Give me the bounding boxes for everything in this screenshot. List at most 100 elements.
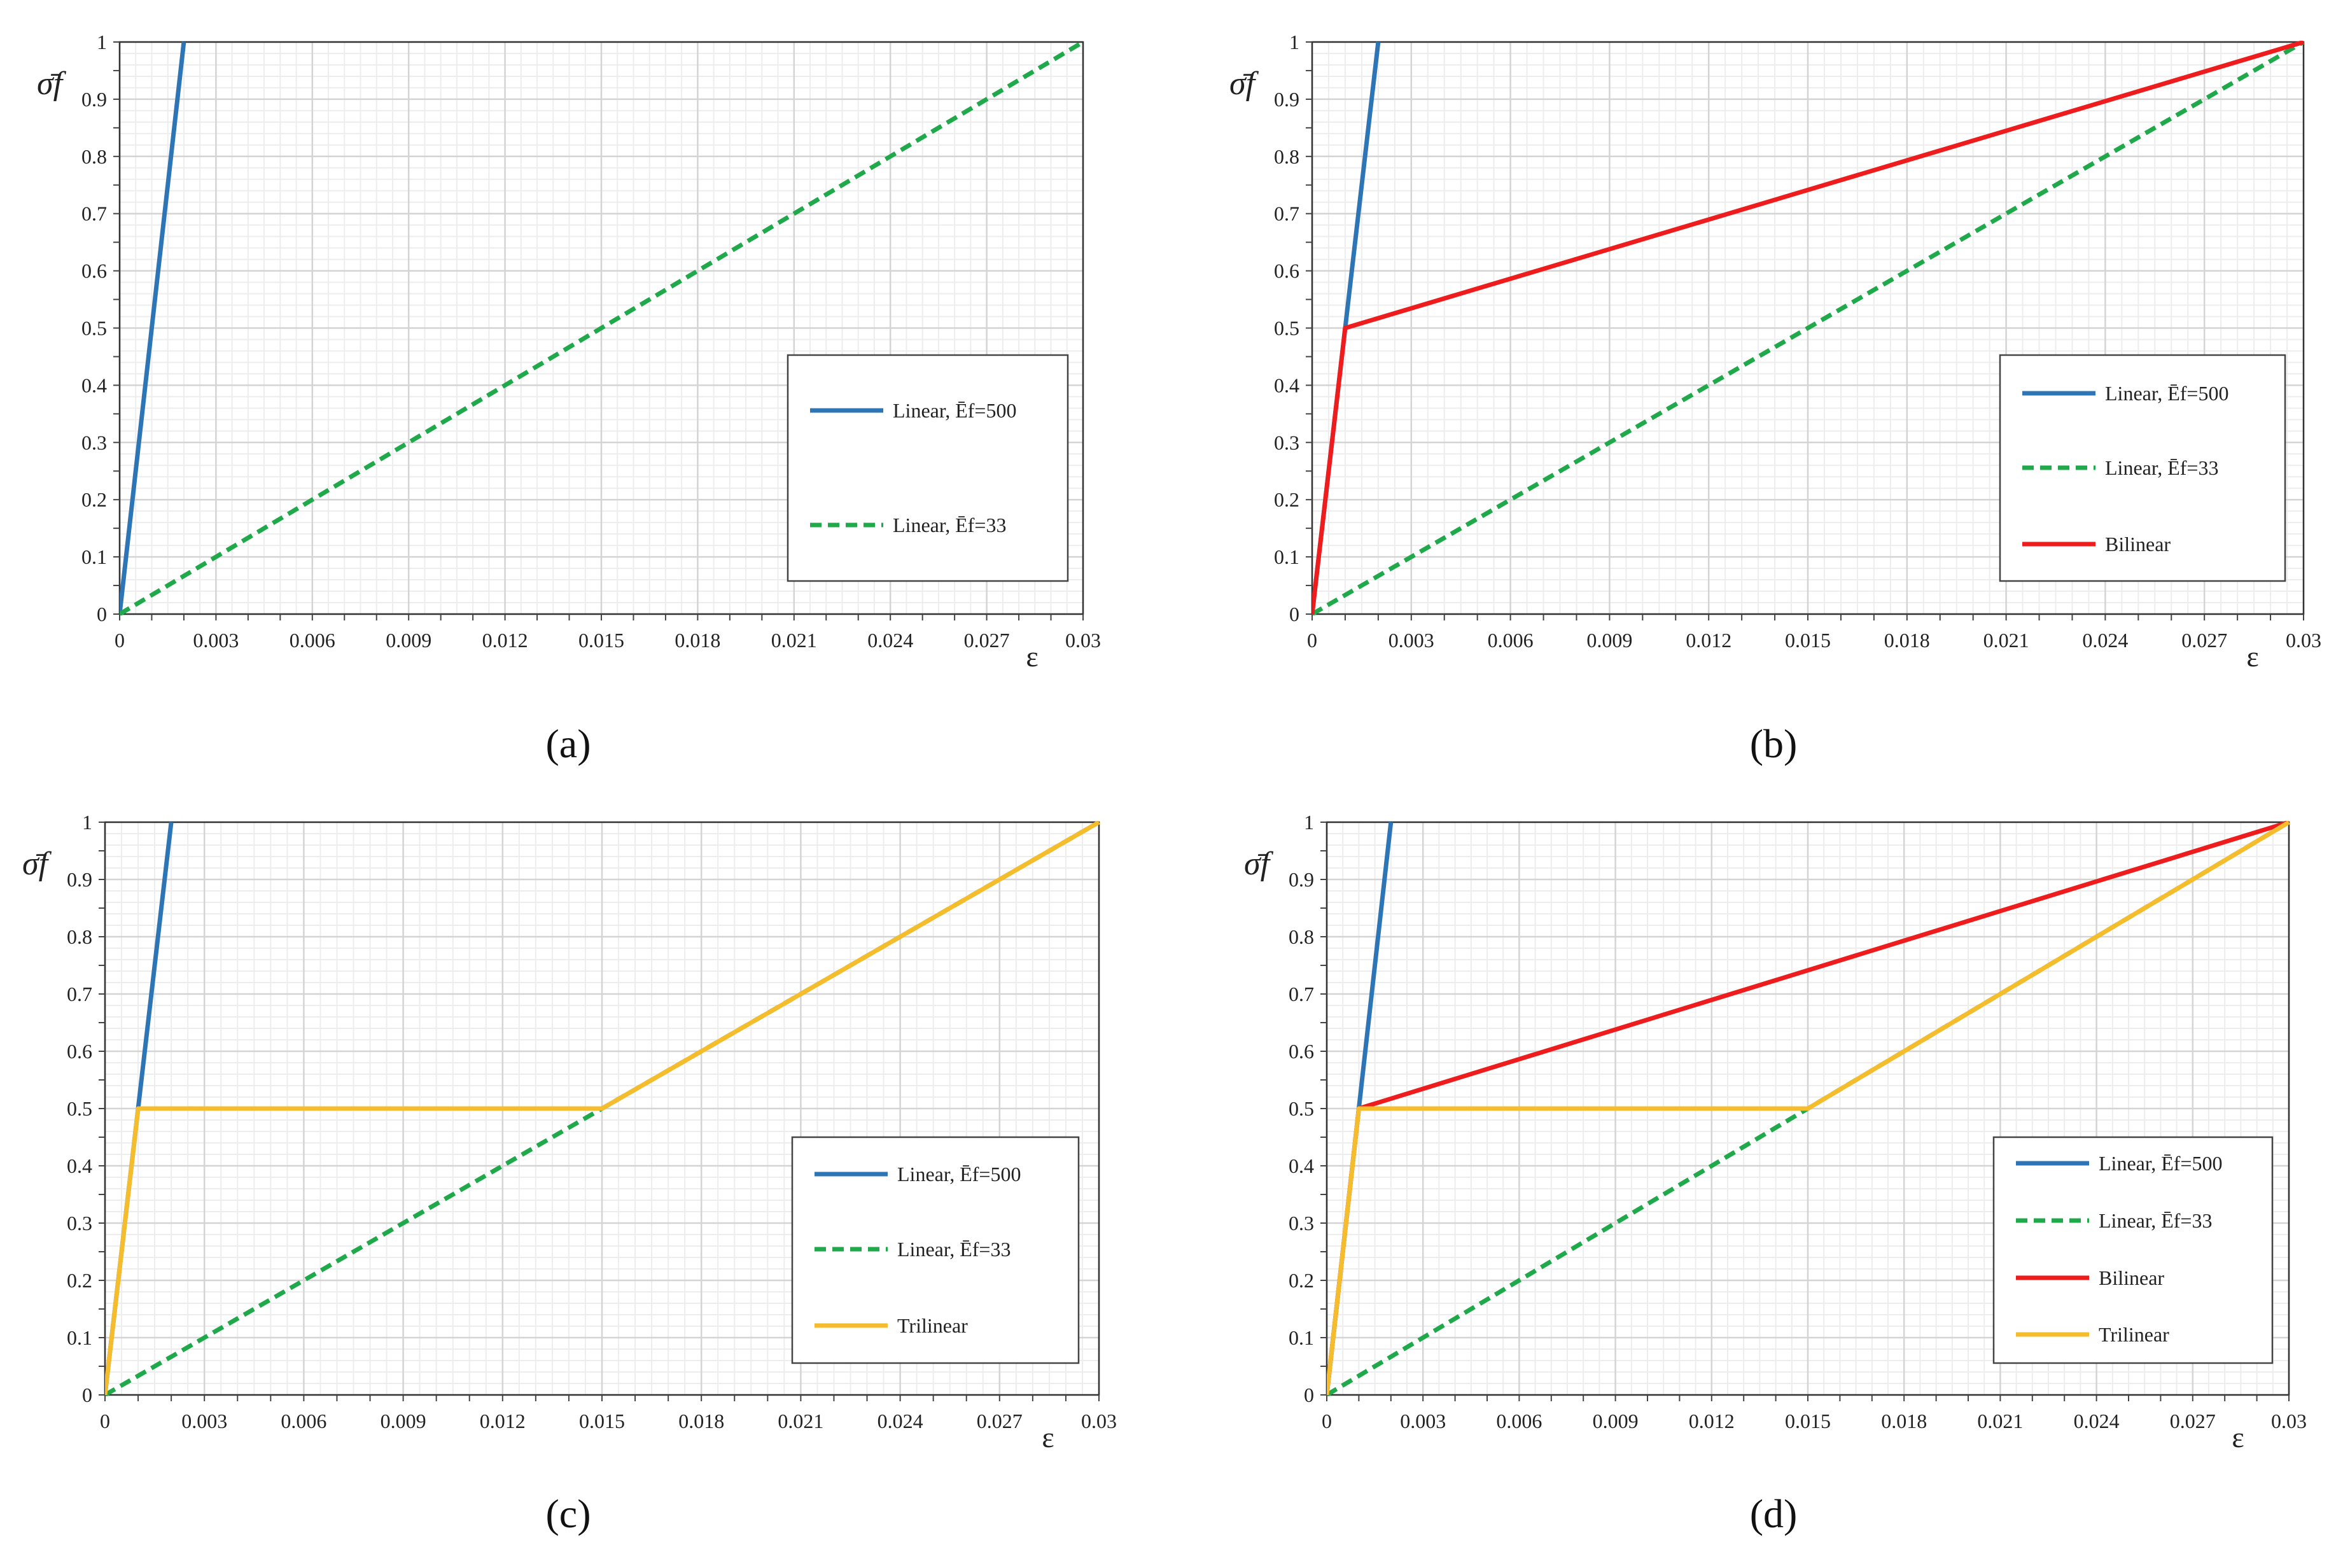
x-tick-label: 0.021 [1977,1410,2023,1432]
x-tick-label: 0.012 [480,1410,526,1432]
y-tick-label: 0.4 [1274,374,1299,396]
x-tick-label: 0 [1307,629,1317,652]
x-tick-label: 0.018 [1881,1410,1927,1432]
legend-box [1992,1136,2274,1364]
y-tick-label: 0.6 [1289,1040,1314,1063]
y-tick-label: 0.3 [67,1212,92,1235]
legend-label: Linear, Ēf=33 [897,1238,1011,1261]
y-tick-label: 0.6 [67,1040,92,1063]
x-tick-label: 0 [115,629,125,652]
y-axis-label: σ̄f [22,846,52,882]
y-axis-label: σ̄f [1244,846,1274,882]
x-tick-label: 0.009 [381,1410,426,1432]
legend: Linear, Ēf=500 Linear, Ēf=33 Trilinear [791,1136,1080,1364]
y-tick-label: 0.8 [67,925,92,948]
y-tick-label: 0.3 [1274,431,1299,454]
x-tick-label: 0 [100,1410,110,1432]
chart-panel-c: 0 0.003 0.006 0.009 0.012 0.015 0.018 0.021 0.02… [22,811,1117,1536]
y-tick-label: 0.7 [1289,983,1314,1005]
x-tick-label: 0.027 [977,1410,1023,1432]
y-tick-label: 0.2 [67,1269,92,1292]
x-tick-label: 0.009 [1586,629,1632,652]
x-tick-label: 0.009 [1593,1410,1639,1432]
y-tick-label: 0.5 [67,1097,92,1120]
series-line-bilinear [1312,41,2305,615]
y-tick-label: 0.6 [81,260,107,283]
y-tick-label: 0.1 [81,545,107,568]
y-tick-label: 0.3 [81,431,107,454]
x-tick-label: 0.03 [1081,1410,1117,1432]
y-tick-label: 0.1 [1289,1326,1314,1349]
x-axis-label: ε [1042,1421,1054,1453]
y-tick-label: 0 [82,1383,92,1406]
y-tick-label: 1 [1304,811,1314,834]
x-axis-label: ε [2232,1421,2244,1453]
legend-label: Linear, Ēf=500 [893,399,1016,422]
y-tick-label: 0.5 [1274,317,1299,340]
legend: Linear, Ēf=500 Linear, Ēf=33 Bilinear [1999,354,2286,582]
x-tick-label: 0.021 [771,629,817,652]
y-tick-label: 0 [1304,1383,1314,1406]
legend-label: Linear, Ēf=500 [2105,382,2228,405]
y-tick-label: 0.4 [67,1154,92,1177]
legend-label: Linear, Ēf=500 [897,1163,1021,1186]
y-tick-label: 0.8 [81,145,107,168]
y-tick-label: 0.4 [1289,1154,1314,1177]
x-tick-label: 0.006 [1496,1410,1542,1432]
y-tick-label: 0.7 [1274,202,1299,225]
legend-label: Bilinear [2105,533,2171,556]
x-tick-label: 0.006 [281,1410,326,1432]
series-line-trilinear [1327,821,2290,1396]
y-tick-label: 0.8 [1274,145,1299,168]
y-tick-label: 0.9 [1289,868,1314,891]
legend-label: Linear, Ēf=500 [2099,1152,2222,1175]
x-tick-label: 0.006 [1488,629,1534,652]
y-tick-label: 0.5 [81,317,107,340]
x-tick-label: 0.003 [181,1410,227,1432]
legend: Linear, Ēf=500 Linear, Ēf=33 [787,354,1069,582]
x-tick-label: 0.024 [878,1410,923,1432]
x-tick-label: 0.03 [2286,629,2321,652]
x-tick-label: 0.024 [2074,1410,2120,1432]
legend-label: Linear, Ēf=33 [2099,1209,2212,1232]
series-line-trilinear [105,821,1100,1396]
y-tick-label: 0.2 [1274,488,1299,511]
x-tick-label: 0.003 [193,629,239,652]
legend-box [787,354,1069,582]
series-line-linear-f-33 [120,41,1084,615]
x-tick-label: 0.018 [1884,629,1930,652]
x-tick-label: 0.015 [578,629,624,652]
panel-caption: (d) [1750,1491,1798,1536]
x-tick-label: 0.018 [675,629,720,652]
x-tick-label: 0 [1322,1410,1332,1432]
x-tick-label: 0.012 [1686,629,1731,652]
x-tick-label: 0.021 [1983,629,2029,652]
x-tick-label: 0.021 [778,1410,823,1432]
x-axis-label: ε [2246,640,2258,673]
legend-label: Trilinear [897,1314,968,1337]
y-tick-label: 0.9 [67,868,92,891]
y-tick-label: 1 [82,811,92,834]
y-tick-label: 0.1 [1274,545,1299,568]
y-tick-label: 0.8 [1289,925,1314,948]
x-tick-label: 0.027 [2170,1410,2216,1432]
y-tick-label: 1 [1289,31,1299,53]
legend: Linear, Ēf=500 Linear, Ēf=33 Bilinear Trili… [1992,1136,2274,1364]
y-tick-label: 0.2 [81,488,107,511]
chart-panel-b: 0 0.003 0.006 0.009 0.012 0.015 0.018 0.021 0.02… [1229,31,2321,766]
legend-label: Linear, Ēf=33 [893,514,1006,536]
y-tick-label: 0.5 [1289,1097,1314,1120]
chart-panel-a: 0 0.003 0.006 0.009 0.012 0.015 0.018 0.021 0.02… [37,31,1101,766]
x-axis-label: ε [1026,640,1038,673]
panel-caption: (a) [545,721,591,766]
legend-label: Trilinear [2099,1323,2169,1346]
x-tick-label: 0.006 [290,629,335,652]
x-tick-label: 0.012 [1689,1410,1735,1432]
y-tick-label: 0.9 [81,88,107,111]
y-tick-label: 0.7 [81,202,107,225]
series-line-linear-f-33 [1312,41,2305,615]
x-tick-label: 0.024 [867,629,913,652]
y-tick-label: 1 [97,31,107,53]
y-tick-label: 0 [1289,603,1299,626]
